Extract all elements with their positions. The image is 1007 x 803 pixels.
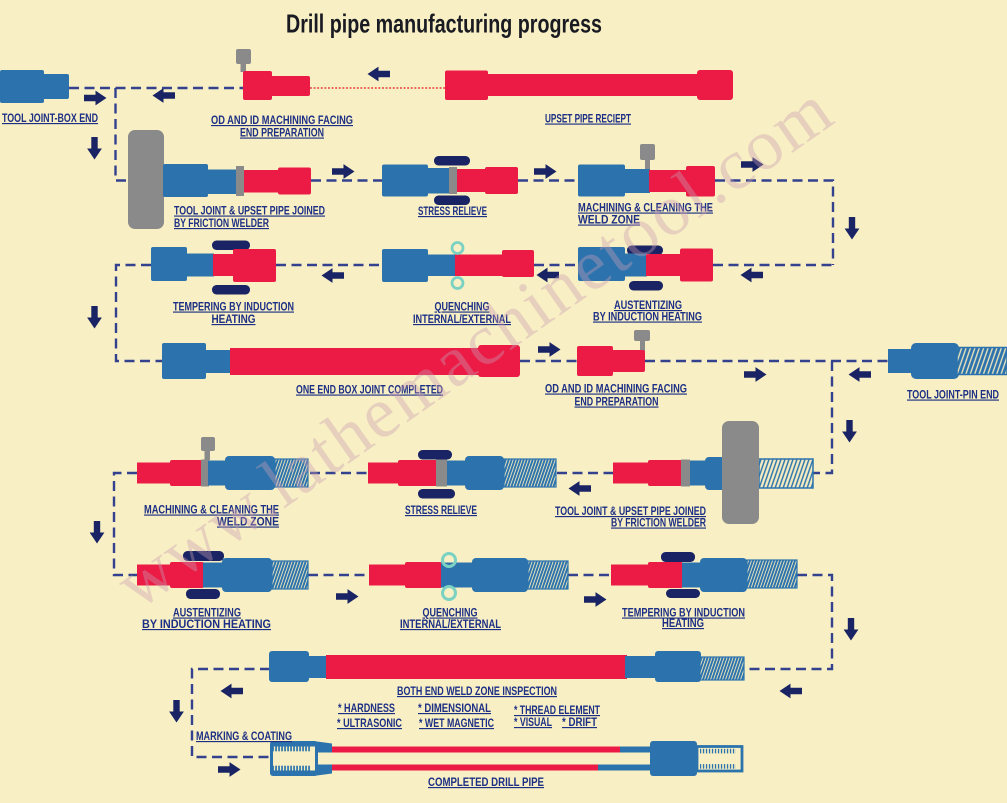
svg-text:* THREAD ELEMENT: * THREAD ELEMENT xyxy=(514,705,600,717)
svg-text:BY INDUCTION HEATING: BY INDUCTION HEATING xyxy=(142,619,271,631)
svg-text:* ULTRASONIC: * ULTRASONIC xyxy=(337,718,402,730)
svg-text:INTERNAL/EXTERNAL: INTERNAL/EXTERNAL xyxy=(413,314,511,326)
svg-text:COMPLETED DRILL PIPE: COMPLETED DRILL PIPE xyxy=(428,777,544,789)
svg-text:HEATING: HEATING xyxy=(212,314,256,326)
svg-text:MACHINING & CLEANING THE: MACHINING & CLEANING THE xyxy=(144,505,279,517)
svg-text:OD AND ID MACHINING FACING: OD AND ID MACHINING FACING xyxy=(211,115,353,127)
svg-text:Drill pipe manufacturing progr: Drill pipe manufacturing progress xyxy=(286,9,602,39)
svg-text:TOOL JOINT & UPSET PIPE JOINED: TOOL JOINT & UPSET PIPE JOINED xyxy=(555,506,706,518)
svg-text:www.lathemachinetool.com: www.lathemachinetool.com xyxy=(101,68,847,624)
svg-text:ONE END BOX JOINT COMPLETED: ONE END BOX JOINT COMPLETED xyxy=(296,385,443,397)
svg-text:END PREPARATION: END PREPARATION xyxy=(575,397,659,409)
svg-text:TEMPERING BY INDUCTION: TEMPERING BY INDUCTION xyxy=(622,608,745,620)
svg-text:TEMPERING BY INDUCTION: TEMPERING BY INDUCTION xyxy=(173,302,294,314)
svg-text:STRESS RELIEVE: STRESS RELIEVE xyxy=(405,505,477,517)
svg-text:END PREPARATION: END PREPARATION xyxy=(240,128,324,140)
svg-text:* VISUAL: * VISUAL xyxy=(514,717,552,729)
svg-text:BY FRICTION WELDER: BY FRICTION WELDER xyxy=(174,218,270,230)
svg-text:QUENCHING: QUENCHING xyxy=(435,302,490,314)
svg-text:AUSTENTIZING: AUSTENTIZING xyxy=(614,300,682,312)
svg-text:MARKING & COATING: MARKING & COATING xyxy=(196,731,292,743)
svg-text:BY FRICTION WELDER: BY FRICTION WELDER xyxy=(611,518,707,530)
svg-text:TOOL JOINT & UPSET PIPE JOINED: TOOL JOINT & UPSET PIPE JOINED xyxy=(174,206,325,218)
svg-text:UPSET PIPE RECIEPT: UPSET PIPE RECIEPT xyxy=(545,114,631,126)
svg-text:TOOL JOINT-BOX END: TOOL JOINT-BOX END xyxy=(2,113,98,125)
svg-text:HEATING: HEATING xyxy=(662,618,704,630)
svg-text:TOOL JOINT-PIN END: TOOL JOINT-PIN END xyxy=(907,390,999,402)
svg-text:* HARDNESS: * HARDNESS xyxy=(338,703,395,715)
svg-text:AUSTENTIZING: AUSTENTIZING xyxy=(173,608,241,620)
svg-text:* DRIFT: * DRIFT xyxy=(562,717,597,729)
svg-text:MACHINING & CLEANING THE: MACHINING & CLEANING THE xyxy=(578,203,713,215)
svg-text:INTERNAL/EXTERNAL: INTERNAL/EXTERNAL xyxy=(400,619,501,631)
svg-text:* WET MAGNETIC: * WET MAGNETIC xyxy=(419,718,494,730)
svg-text:BY INDUCTION HEATING: BY INDUCTION HEATING xyxy=(593,312,702,324)
svg-text:WELD ZONE: WELD ZONE xyxy=(578,215,640,227)
svg-text:BOTH END WELD ZONE INSPECTION: BOTH END WELD ZONE INSPECTION xyxy=(397,686,557,698)
svg-text:OD AND ID MACHINING FACING: OD AND ID MACHINING FACING xyxy=(545,384,687,396)
svg-text:WELD ZONE: WELD ZONE xyxy=(217,517,279,529)
svg-text:STRESS RELIEVE: STRESS RELIEVE xyxy=(418,206,487,218)
svg-text:* DIMENSIONAL: * DIMENSIONAL xyxy=(418,703,491,715)
svg-text:QUENCHING: QUENCHING xyxy=(423,608,478,620)
